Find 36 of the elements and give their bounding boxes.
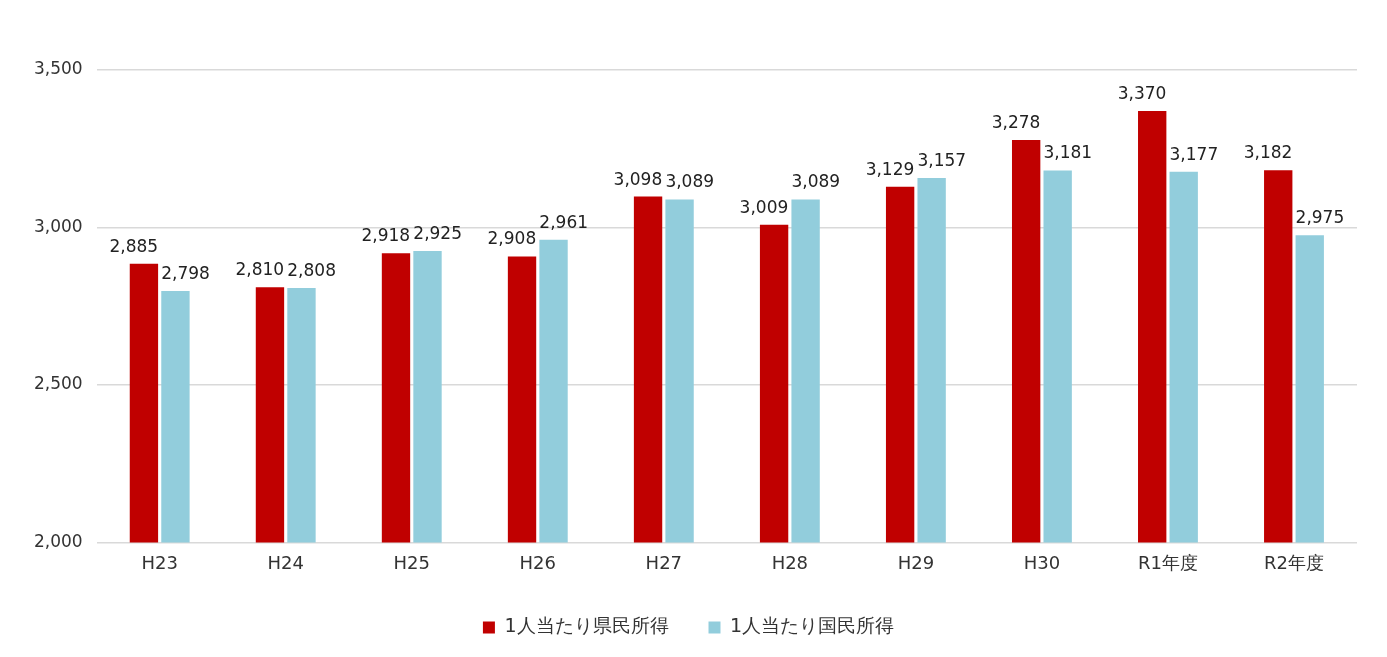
data-label: 3,370 (1117, 82, 1167, 103)
x-tick-label: H27 (645, 551, 683, 573)
y-tick-label: 2,000 (34, 530, 83, 551)
data-label: 2,975 (1295, 207, 1345, 228)
data-label: 3,009 (739, 196, 789, 217)
data-label: 2,908 (487, 228, 537, 249)
legend-label: 1人当たり県民所得 (504, 614, 669, 637)
data-label: 2,808 (287, 259, 336, 280)
data-label: 2,810 (235, 259, 285, 280)
legend-label: 1人当たり国民所得 (730, 614, 895, 637)
x-tick-label: H25 (393, 551, 430, 573)
data-label: 3,278 (991, 111, 1041, 132)
y-tick-label: 2,500 (34, 373, 83, 394)
data-label: 3,182 (1243, 142, 1293, 163)
x-tick-label: H29 (897, 551, 935, 573)
data-label: 2,885 (109, 235, 159, 256)
data-label: 2,961 (539, 211, 589, 232)
x-tick-label: R1年度 (1137, 551, 1198, 573)
x-tick-label: R2年度 (1264, 551, 1324, 573)
x-tick-label: H23 (141, 551, 178, 573)
data-label: 3,177 (1169, 143, 1219, 164)
y-tick-label: 3,000 (34, 215, 83, 236)
data-label: 2,925 (413, 223, 462, 244)
x-tick-label: H28 (771, 551, 809, 573)
data-label: 3,129 (865, 158, 915, 179)
y-tick-label: 3,500 (34, 58, 83, 79)
data-label: 3,089 (665, 171, 715, 192)
data-label: 2,918 (361, 225, 411, 246)
x-tick-label: H30 (1023, 551, 1061, 573)
data-label: 3,157 (917, 149, 967, 170)
data-label: 2,798 (161, 263, 210, 284)
x-tick-label: H26 (519, 551, 557, 573)
x-tick-label: H24 (267, 551, 304, 573)
data-label: 3,181 (1043, 142, 1093, 163)
data-label: 3,098 (613, 168, 663, 189)
data-label: 3,089 (791, 171, 841, 192)
